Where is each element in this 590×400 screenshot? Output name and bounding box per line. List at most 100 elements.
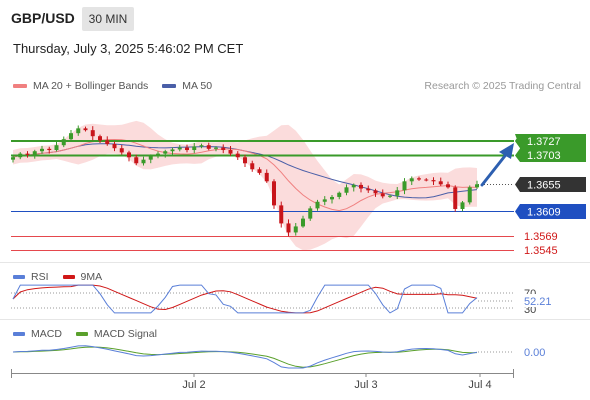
candle-bull [330, 196, 334, 200]
candle-bull [460, 202, 465, 209]
level-text-pivot: 1.3609 [527, 207, 561, 219]
price-legend: MA 20 + Bollinger Bands MA 50 [13, 80, 226, 92]
candle-bull [18, 153, 23, 158]
candle-bull [148, 156, 153, 160]
candle-bull [61, 139, 66, 146]
ma20-label: MA 20 + Bollinger Bands [33, 80, 149, 92]
forecast-arrow [480, 143, 514, 187]
candle-bear [279, 205, 284, 224]
candle-bear [272, 181, 276, 206]
level-text-current: 1.3655 [527, 180, 561, 192]
candles-group [11, 125, 479, 237]
candle-bear [257, 169, 262, 173]
candle-bull [351, 184, 356, 188]
candle-bear [438, 181, 443, 185]
candle-bear [228, 150, 233, 154]
candle-bull [467, 187, 472, 203]
candle-bull [11, 157, 15, 160]
rsi-ma-line [12, 284, 478, 314]
candle-bear [235, 153, 240, 158]
macd-signal-line [12, 346, 478, 368]
candle-bear [90, 130, 95, 137]
candle-bear [119, 148, 124, 153]
level-text-resistance2: 1.3727 [527, 136, 561, 148]
candle-bear [134, 157, 139, 164]
candle-bear [424, 179, 429, 181]
candle-bull [388, 195, 392, 197]
candle-bull [69, 133, 73, 140]
macd-value: 0.00 [524, 347, 545, 359]
candle-bull [409, 178, 414, 182]
level-label-current: 1.3655 [515, 177, 586, 192]
macd-signal-swatch [75, 332, 88, 336]
macd-line [12, 345, 478, 369]
rsi-ma-swatch [62, 275, 75, 279]
candle-bear [264, 172, 269, 182]
candle-bull [32, 151, 37, 155]
candle-bull [141, 159, 146, 164]
ma50-label: MA 50 [182, 80, 213, 92]
macd-legend: MACD MACD Signal [13, 328, 171, 340]
macd-signal-label: MACD Signal [93, 328, 157, 340]
rsi-line [12, 284, 478, 314]
candle-bull [344, 187, 349, 193]
rsi-ma-label: 9MA [80, 271, 103, 283]
level-text-support1: 1.3569 [524, 231, 558, 243]
chart-header: GBP/USD 30 MIN [0, 0, 590, 36]
candle-bull [322, 199, 327, 202]
legend-item-ma50: MA 50 [162, 80, 212, 92]
candle-bull [337, 192, 342, 197]
candle-bull [214, 147, 218, 149]
candle-bull [54, 145, 59, 151]
level-label-pivot: 1.3609 [515, 204, 586, 219]
candle-bull [192, 146, 197, 151]
candle-bull [76, 128, 81, 134]
x-label-jul3: Jul 3 [354, 379, 377, 391]
macd-swatch [13, 332, 25, 336]
candle-bull [301, 218, 305, 227]
legend-item-ma20: MA 20 + Bollinger Bands [13, 80, 148, 92]
ma50-swatch [162, 84, 177, 88]
rsi-value-bg [521, 294, 557, 307]
legend-item-macd-signal: MACD Signal [75, 328, 157, 340]
candle-bear [250, 163, 255, 170]
level-text-support2: 1.3545 [524, 245, 558, 257]
candle-bull [293, 226, 298, 233]
rsi-swatch [13, 275, 25, 279]
candle-bear [359, 184, 363, 189]
candle-bear [286, 223, 291, 233]
candle-bear [453, 187, 458, 209]
candle-bear [431, 180, 436, 182]
macd-label: MACD [31, 328, 62, 340]
candle-bull [177, 147, 182, 150]
candle-bull [475, 184, 479, 188]
timestamp: Thursday, July 3, 2025 5:46:02 PM CET [13, 41, 244, 56]
rsi-legend: RSI 9MA [13, 271, 116, 283]
symbol-title: GBP/USD [11, 10, 75, 26]
candle-bear [127, 152, 131, 158]
candle-bear [47, 148, 52, 151]
candle-bull [395, 190, 400, 196]
candle-bear [446, 184, 450, 188]
x-label-jul2: Jul 2 [182, 379, 205, 391]
candle-bull [156, 153, 160, 157]
credit-text: Research © 2025 Trading Central [424, 80, 581, 92]
candle-bear [380, 193, 385, 197]
candle-bull [402, 181, 407, 191]
candle-bear [366, 188, 371, 191]
candle-bull [170, 149, 175, 152]
level-label-resistance2: 1.3727 [515, 134, 586, 148]
candle-bear [417, 178, 421, 180]
interval-badge[interactable]: 30 MIN [82, 7, 134, 31]
candle-bear [221, 147, 226, 151]
ma20-swatch [13, 84, 27, 88]
rsi-value: 52.21 [524, 296, 552, 308]
rsi-label: RSI [31, 271, 49, 283]
candle-bull [163, 151, 168, 154]
candle-bear [185, 147, 189, 151]
candle-bear [25, 153, 30, 155]
candle-bull [40, 148, 44, 152]
level-label-resistance1: 1.3703 [515, 148, 586, 162]
level-text-resistance1: 1.3703 [527, 150, 561, 162]
